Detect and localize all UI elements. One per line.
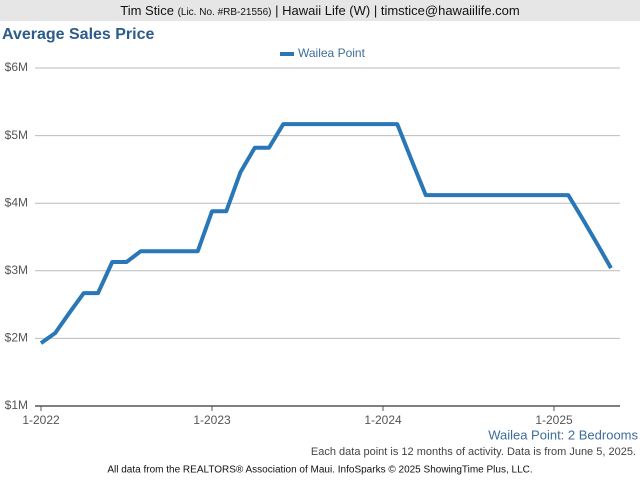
y-tick-label: $4M — [5, 195, 28, 209]
y-tick-label: $1M — [5, 398, 28, 412]
header: Tim Stice (Lic. No. #RB-21556) | Hawaii … — [0, 0, 640, 21]
note: Each data point is 12 months of activity… — [311, 446, 636, 458]
chart-title: Average Sales Price — [2, 26, 155, 43]
x-tick-label: 1-2024 — [364, 413, 402, 427]
y-tick-label: $3M — [5, 263, 28, 277]
agency: | Hawaii Life (W) | timstice@hawaiilife.… — [275, 3, 520, 18]
data-line — [39, 122, 613, 345]
legend-label: Wailea Point — [298, 46, 366, 60]
footer: All data from the REALTORS® Association … — [107, 465, 532, 476]
subtitle: Wailea Point: 2 Bedrooms — [488, 427, 638, 442]
y-tick-label: $2M — [5, 331, 28, 345]
x-tick-label: 1-2022 — [22, 413, 60, 427]
license: (Lic. No. #RB-21556) — [177, 7, 272, 18]
agent-name: Tim Stice — [120, 3, 174, 18]
x-tick-label: 1-2025 — [535, 413, 573, 427]
x-tick-label: 1-2023 — [193, 413, 231, 427]
y-tick-label: $5M — [5, 128, 28, 142]
y-tick-label: $6M — [5, 60, 28, 74]
